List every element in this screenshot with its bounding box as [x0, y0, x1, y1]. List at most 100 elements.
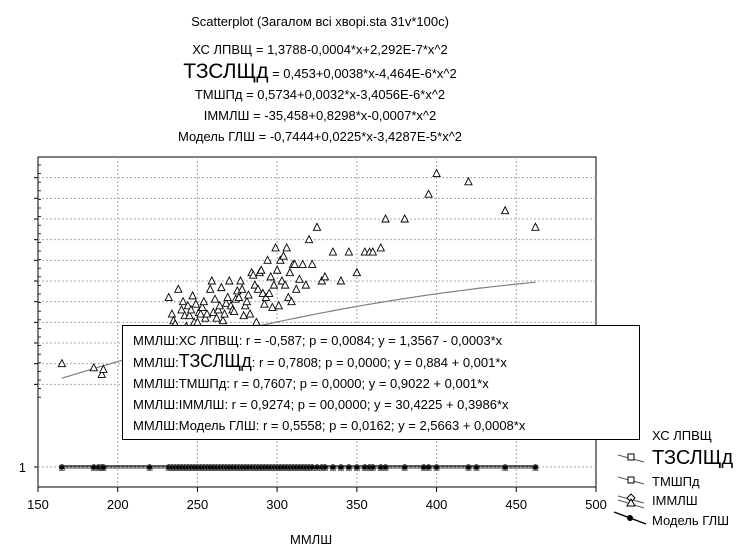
equation-2-name: ТЗСЛЩд [183, 60, 269, 83]
stats-row-3-prefix: ММЛШ: [133, 376, 179, 391]
point-immlsh [376, 242, 386, 252]
point-immlsh [290, 259, 300, 268]
point-model-glsh [330, 464, 336, 470]
point-immlsh [212, 313, 221, 322]
stats-row-1: ММЛШ:ХС ЛПВЩ: r = -0,587; p = 0,0084; y … [133, 333, 502, 348]
legend-label-tzslshd: ТЗСЛЩд [652, 447, 734, 469]
point-model-glsh [322, 464, 328, 470]
stats-row-5-name: Модель ГЛШ [178, 418, 256, 433]
point-hdl [346, 465, 352, 471]
point-model-glsh [100, 464, 107, 470]
legend-marker-hdl [627, 453, 635, 461]
x-tick-label: 500 [585, 497, 607, 512]
point-immlsh [245, 309, 255, 318]
point-immlsh [531, 222, 540, 231]
correlation-stats-box: ММЛШ:ХС ЛПВЩ: r = -0,587; p = 0,0084; y … [122, 325, 640, 440]
point-immlsh [400, 214, 410, 223]
point-immlsh [283, 292, 293, 301]
y-tick-label: 1 [19, 460, 26, 475]
x-tick-label: 350 [346, 497, 368, 512]
point-hdl [382, 465, 389, 471]
point-immlsh [244, 290, 253, 299]
point-immlsh [312, 222, 322, 231]
equation-5-formula: = -0,7444+0,0225*x-3,4287E-5*x^2 [255, 129, 463, 144]
point-immlsh [336, 276, 346, 285]
point-immlsh [167, 309, 177, 318]
point-immlsh [464, 176, 473, 186]
point-hdl [433, 465, 440, 471]
point-immlsh [275, 255, 285, 264]
point-immlsh [352, 267, 362, 277]
point-immlsh [260, 299, 269, 308]
point-immlsh [250, 280, 260, 289]
point-immlsh [173, 284, 183, 293]
point-immlsh [164, 292, 174, 301]
point-immlsh [221, 298, 231, 307]
point-immlsh [97, 369, 107, 378]
x-tick-label: 450 [505, 497, 527, 512]
point-immlsh [368, 247, 378, 256]
legend-marker-immlsh [626, 497, 636, 507]
point-hdl [338, 465, 344, 471]
point-immlsh [268, 302, 277, 311]
point-immlsh [320, 271, 330, 281]
point-immlsh [217, 282, 226, 292]
point-immlsh [301, 280, 311, 289]
point-model-glsh [338, 464, 344, 470]
point-immlsh [253, 284, 263, 293]
point-hdl [100, 465, 107, 471]
point-immlsh [237, 284, 247, 293]
equation-1-formula: = 1,3788-0,0004*x+2,292E-7*x^2 [252, 42, 448, 57]
equation-line-5: Модель ГЛШ = -0,7444+0,0225*x-3,4287E-5*… [0, 129, 640, 144]
point-immlsh [220, 309, 229, 318]
legend-marker-model-glsh [627, 515, 633, 521]
stats-row-5-values: : r = 0,5558; p = 0,0162; y = 2,5663 + 0… [255, 418, 526, 433]
stats-row-4-prefix: ММЛШ: [133, 397, 179, 412]
point-immlsh [424, 189, 433, 198]
point-immlsh [261, 292, 271, 301]
point-hdl [322, 465, 328, 471]
equation-line-4: ІММЛШ = -35,458+0,8298*x-0,0007*x^2 [0, 108, 640, 123]
stats-row-1-values: : r = -0,587; p = 0,0084; y = 1,3567 - 0… [238, 333, 503, 348]
legend-label-model-glsh: Модель ГЛШ [652, 513, 730, 528]
point-immlsh [177, 304, 186, 314]
point-immlsh [317, 276, 327, 285]
point-immlsh [432, 168, 441, 177]
point-model-glsh [346, 464, 352, 470]
stats-row-3-name: ТМШПд [178, 376, 227, 391]
point-immlsh [223, 292, 233, 301]
stats-row-5-prefix: ММЛШ: [133, 418, 179, 433]
point-immlsh [277, 276, 287, 285]
point-immlsh [298, 259, 307, 268]
point-model-glsh [401, 464, 408, 470]
point-immlsh [210, 294, 220, 303]
point-immlsh [188, 290, 197, 300]
point-hdl [425, 465, 432, 471]
point-model-glsh [370, 464, 376, 470]
stats-row-2-values: : r = 0,7808; p = 0,0000; y = 0,884 + 0,… [251, 355, 507, 370]
point-immlsh [218, 315, 228, 325]
point-immlsh [201, 313, 210, 322]
point-immlsh [234, 292, 244, 301]
chart-title: Scatterplot (Загалом всі хворі.sta 31v*1… [191, 14, 449, 29]
point-immlsh [186, 304, 196, 314]
legend-label-immlsh: ІММЛШ [652, 493, 698, 508]
point-immlsh [242, 296, 252, 306]
point-immlsh [271, 242, 280, 252]
point-model-glsh [59, 464, 65, 470]
point-hdl [330, 465, 336, 471]
point-model-glsh [433, 464, 440, 470]
point-model-glsh [502, 464, 508, 470]
legend-marker-tzslshd [627, 476, 635, 484]
point-immlsh [266, 271, 276, 281]
equation-line-2: ТЗСЛЩд = 0,453+0,0038*x-4,464E-6*x^2 [0, 60, 640, 84]
point-immlsh [282, 242, 292, 252]
point-model-glsh [532, 464, 539, 470]
point-immlsh [381, 214, 390, 223]
point-immlsh [229, 306, 239, 316]
legend-label-hdl: ХС ЛПВЩ [652, 428, 712, 443]
point-immlsh [236, 276, 245, 285]
point-immlsh [248, 270, 258, 279]
stats-row-4-values: : r = 0,9274; p = 00,0000; y = 30,4225 +… [224, 397, 509, 412]
point-immlsh [89, 362, 99, 372]
